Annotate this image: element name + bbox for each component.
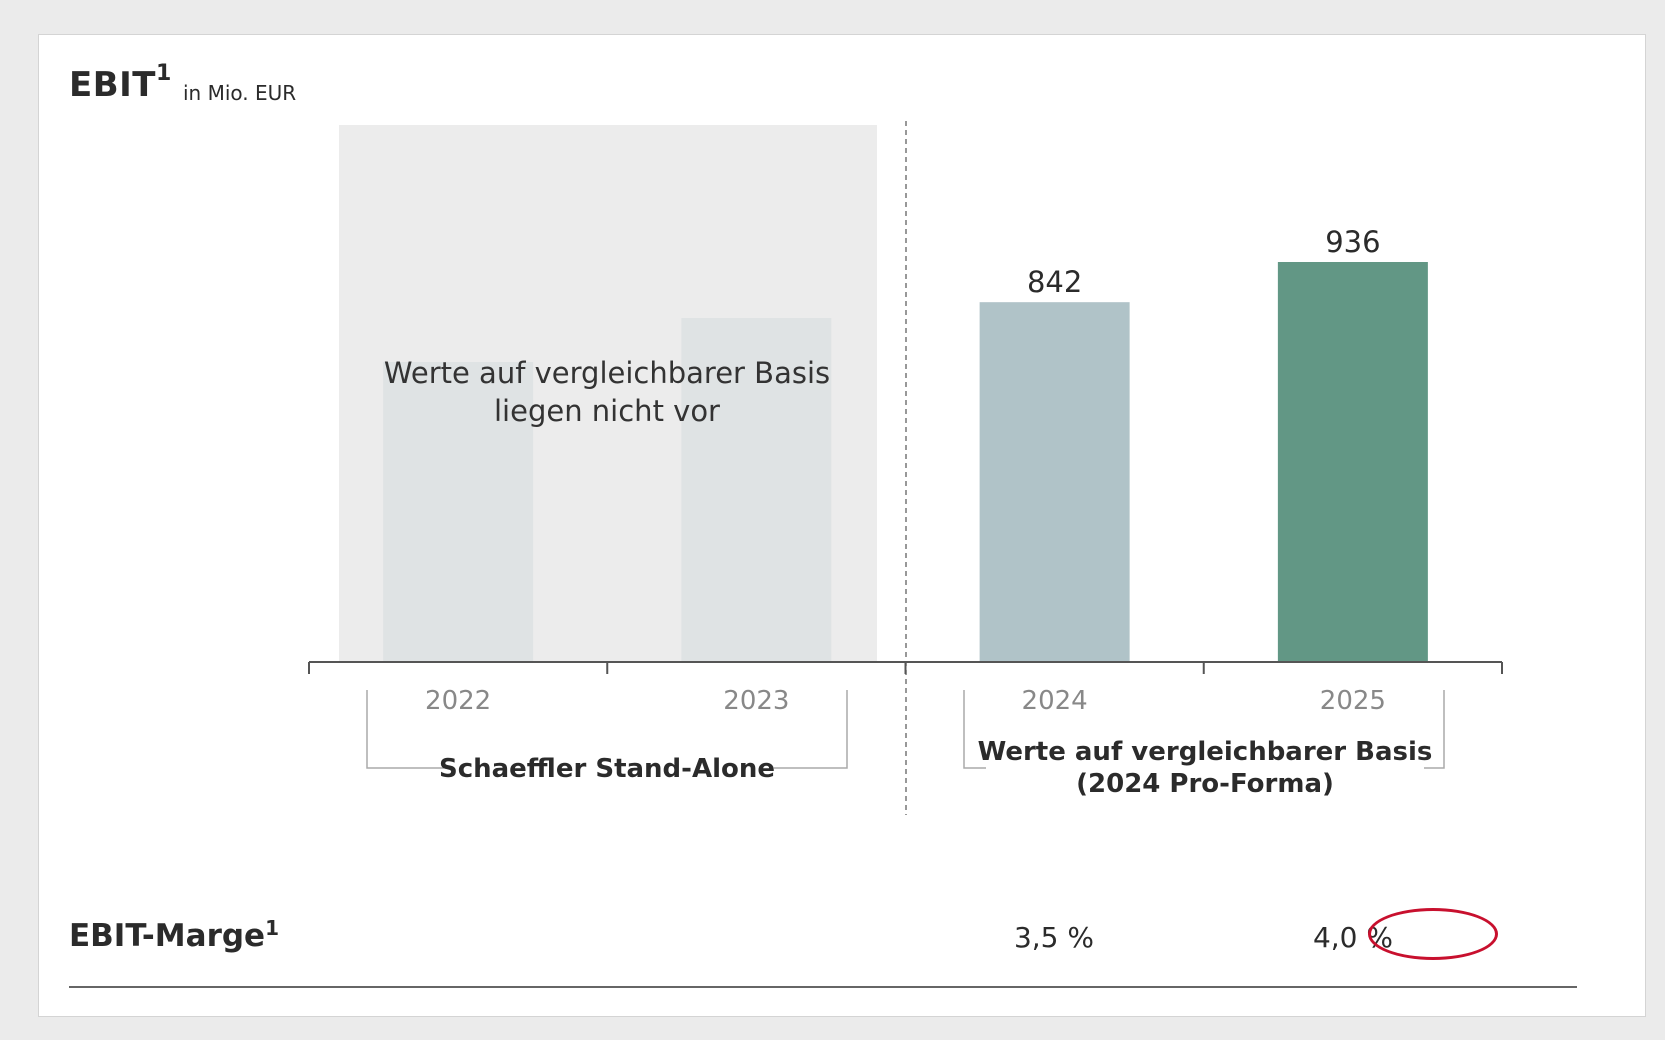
group-label-standalone: Schaeffler Stand-Alone — [439, 754, 775, 784]
bar-2025 — [1277, 262, 1428, 662]
tick-label-2023: 2023 — [723, 686, 789, 716]
bar-2024 — [979, 302, 1130, 662]
group-label-proforma-line1: Werte auf vergleichbarer Basis — [978, 737, 1433, 767]
tick-label-2025: 2025 — [1320, 686, 1386, 716]
chart-unit: in Mio. EUR — [183, 81, 297, 105]
bar-2022 — [383, 362, 534, 662]
margin-row-label: EBIT-Marge1 — [69, 916, 279, 954]
highlight-circle — [1368, 908, 1498, 960]
tick-label-2022: 2022 — [425, 686, 491, 716]
margin-value-2024: 3,5 % — [1013, 921, 1095, 954]
data-label-2025: 936 — [1325, 225, 1380, 259]
bar-2023 — [681, 318, 832, 662]
table-bottom-rule — [69, 986, 1577, 988]
chart-title: EBIT1 — [69, 61, 172, 105]
bracket-proforma-right — [1424, 690, 1445, 769]
tick-label-2024: 2024 — [1022, 686, 1088, 716]
bracket-standalone-right — [774, 690, 848, 769]
bracket-proforma-left — [963, 690, 986, 769]
title-footnote: 1 — [155, 61, 172, 86]
overlay-text-line-2: liegen nicht vor — [494, 394, 720, 428]
data-label-2024: 842 — [1027, 265, 1082, 299]
overlay-text-line-1: Werte auf vergleichbarer Basis — [384, 356, 830, 390]
bar-chart: Werte auf vergleichbarer Basis liegen ni… — [308, 121, 1503, 815]
chart-card: EBIT1 in Mio. EUR Werte auf vergleichbar… — [38, 34, 1646, 1017]
group-label-proforma-line2: (2024 Pro-Forma) — [1076, 769, 1334, 799]
bracket-standalone-left — [366, 690, 444, 769]
